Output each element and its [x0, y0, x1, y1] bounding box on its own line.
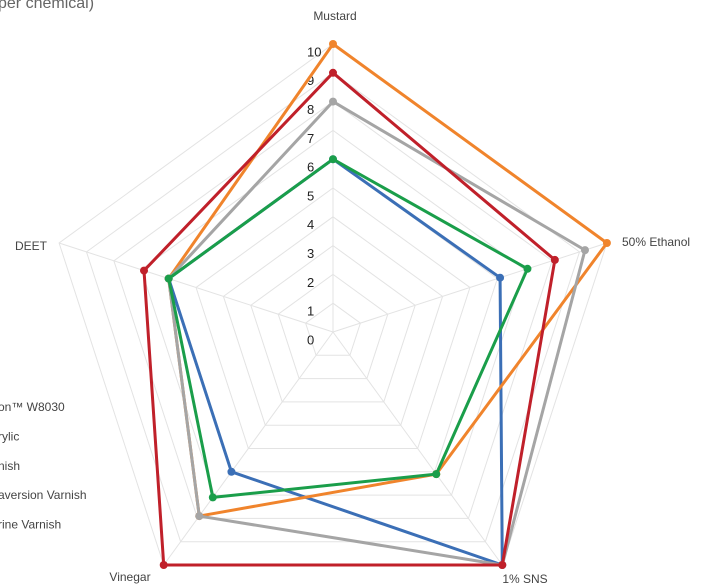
point	[580, 246, 589, 255]
r-tick-label: 7	[307, 131, 314, 146]
point	[227, 467, 236, 476]
point	[195, 512, 204, 521]
grid-ring	[113, 100, 553, 519]
r-tick-label: 9	[307, 73, 314, 88]
legend-label: on™ W8030	[0, 400, 65, 414]
r-tick-label: 0	[307, 332, 314, 347]
spoke	[163, 331, 334, 566]
chart-title: per chemical)	[0, 0, 94, 12]
legend-label: rine Varnish	[0, 517, 61, 531]
series-line	[167, 157, 529, 499]
legend-label: rylic	[0, 429, 19, 443]
point	[523, 264, 532, 273]
axis-label: Vinegar	[109, 570, 150, 584]
axis-label: 1% SNS	[502, 572, 547, 586]
spoke	[58, 242, 334, 333]
spoke	[332, 331, 503, 566]
point	[329, 97, 337, 106]
point	[498, 560, 507, 569]
grid-ring	[195, 187, 471, 449]
r-tick-label: 2	[307, 275, 314, 290]
r-tick-label: 10	[307, 44, 321, 59]
spoke	[332, 242, 608, 333]
axis-label: Mustard	[313, 9, 356, 23]
legend-label: aversion Varnish	[0, 488, 87, 502]
legend-label: nish	[0, 459, 20, 473]
point	[140, 266, 149, 275]
point	[602, 239, 611, 248]
r-tick-label: 3	[307, 246, 314, 261]
point	[432, 470, 441, 479]
grid-ring	[140, 129, 526, 496]
series-line	[167, 42, 609, 518]
series-line	[167, 100, 587, 567]
r-tick-label: 4	[307, 217, 314, 232]
axis-label: DEET	[15, 239, 48, 253]
axis-label: 50% Ethanol	[622, 235, 690, 249]
point	[550, 255, 559, 264]
point	[329, 68, 337, 77]
point	[329, 155, 337, 164]
r-tick-label: 8	[307, 102, 314, 117]
grid-ring	[250, 244, 416, 403]
r-tick-label: 5	[307, 188, 314, 203]
point	[164, 274, 173, 283]
r-tick-label: 1	[307, 304, 314, 319]
series-line	[142, 71, 557, 567]
point	[159, 560, 168, 569]
point	[496, 273, 505, 282]
series-line	[167, 157, 504, 567]
r-tick-label: 6	[307, 160, 314, 175]
grid-ring	[305, 302, 361, 356]
grid-ring	[222, 216, 444, 426]
point	[329, 40, 337, 48]
grid-ring	[277, 273, 389, 380]
point	[208, 493, 217, 502]
